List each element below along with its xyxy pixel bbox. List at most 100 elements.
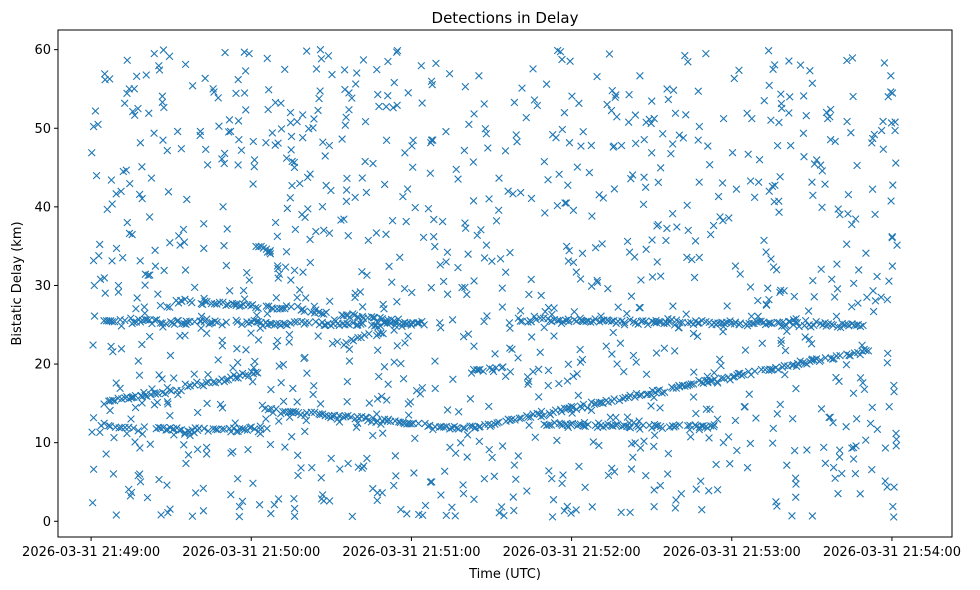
data-point (448, 503, 456, 512)
data-point (314, 332, 322, 340)
x-tick-label: 2026-03-31 21:51:00 (342, 545, 480, 560)
data-point (249, 137, 258, 146)
data-point (608, 350, 616, 358)
data-point (712, 460, 720, 469)
data-point (315, 94, 323, 103)
data-point (157, 511, 165, 519)
data-point (338, 135, 346, 143)
data-point (373, 90, 382, 99)
data-point (248, 377, 257, 386)
data-point (325, 297, 334, 306)
data-point (429, 215, 438, 224)
data-point (378, 429, 387, 437)
data-point (431, 384, 440, 393)
data-point (401, 339, 409, 347)
data-point (877, 126, 886, 135)
data-point (264, 85, 273, 94)
data-point (505, 344, 514, 352)
data-point (564, 257, 573, 265)
data-point (115, 424, 123, 432)
data-point (373, 489, 382, 497)
data-point (351, 193, 359, 202)
data-point (266, 319, 274, 328)
data-point (330, 316, 339, 324)
data-point (699, 422, 707, 430)
data-point (631, 111, 640, 119)
data-point (271, 218, 280, 227)
data-point (842, 240, 851, 248)
data-point (262, 415, 270, 423)
data-point (287, 432, 296, 441)
data-point (569, 206, 578, 215)
data-point (459, 489, 468, 498)
data-point (291, 225, 300, 234)
data-point (155, 475, 163, 484)
data-point (293, 293, 301, 302)
data-point (581, 483, 589, 492)
data-point (342, 113, 350, 122)
data-point (517, 414, 525, 422)
data-point (87, 148, 96, 157)
data-point (173, 127, 182, 136)
data-point (134, 104, 142, 113)
data-point (351, 80, 360, 88)
data-point (767, 116, 775, 125)
data-point (812, 156, 821, 164)
data-point (480, 474, 489, 483)
data-point (547, 474, 556, 483)
data-point (777, 339, 785, 348)
data-point (488, 453, 496, 462)
data-point (800, 152, 808, 161)
data-point (867, 139, 876, 147)
data-point (340, 341, 348, 349)
data-point (706, 405, 714, 414)
plot-points (87, 45, 901, 521)
data-point (384, 57, 392, 66)
data-point (344, 231, 353, 240)
data-point (219, 202, 227, 211)
data-point (377, 420, 385, 428)
data-point (128, 393, 137, 402)
data-point (358, 303, 367, 311)
data-point (484, 144, 492, 152)
data-point (674, 324, 683, 332)
data-point (140, 303, 149, 311)
data-point (576, 275, 585, 283)
data-point (147, 174, 156, 182)
data-point (393, 342, 402, 350)
data-point (650, 393, 658, 402)
data-point (825, 112, 834, 121)
data-point (300, 354, 308, 363)
data-point (888, 233, 896, 242)
data-point (437, 491, 445, 499)
data-point (373, 318, 382, 326)
data-point (159, 323, 167, 331)
data-point (710, 420, 719, 429)
data-point (768, 182, 777, 191)
data-point (593, 278, 602, 287)
data-point (741, 346, 750, 354)
data-point (114, 281, 123, 290)
data-point (540, 157, 549, 166)
data-point (459, 481, 467, 489)
data-point (482, 129, 491, 138)
data-point (271, 98, 280, 107)
data-point (807, 340, 816, 348)
data-point (689, 329, 698, 338)
data-point (513, 137, 521, 146)
data-point (681, 111, 690, 119)
data-point (306, 258, 315, 267)
data-point (321, 152, 329, 160)
data-point (262, 138, 270, 147)
data-point (177, 425, 186, 434)
data-point (202, 450, 211, 458)
data-point (250, 316, 258, 325)
data-point (844, 209, 852, 218)
data-point (818, 167, 827, 175)
data-point (306, 170, 314, 178)
data-point (427, 136, 436, 144)
data-point (159, 46, 168, 54)
data-point (516, 307, 525, 315)
data-point (492, 363, 500, 372)
data-point (702, 49, 710, 58)
